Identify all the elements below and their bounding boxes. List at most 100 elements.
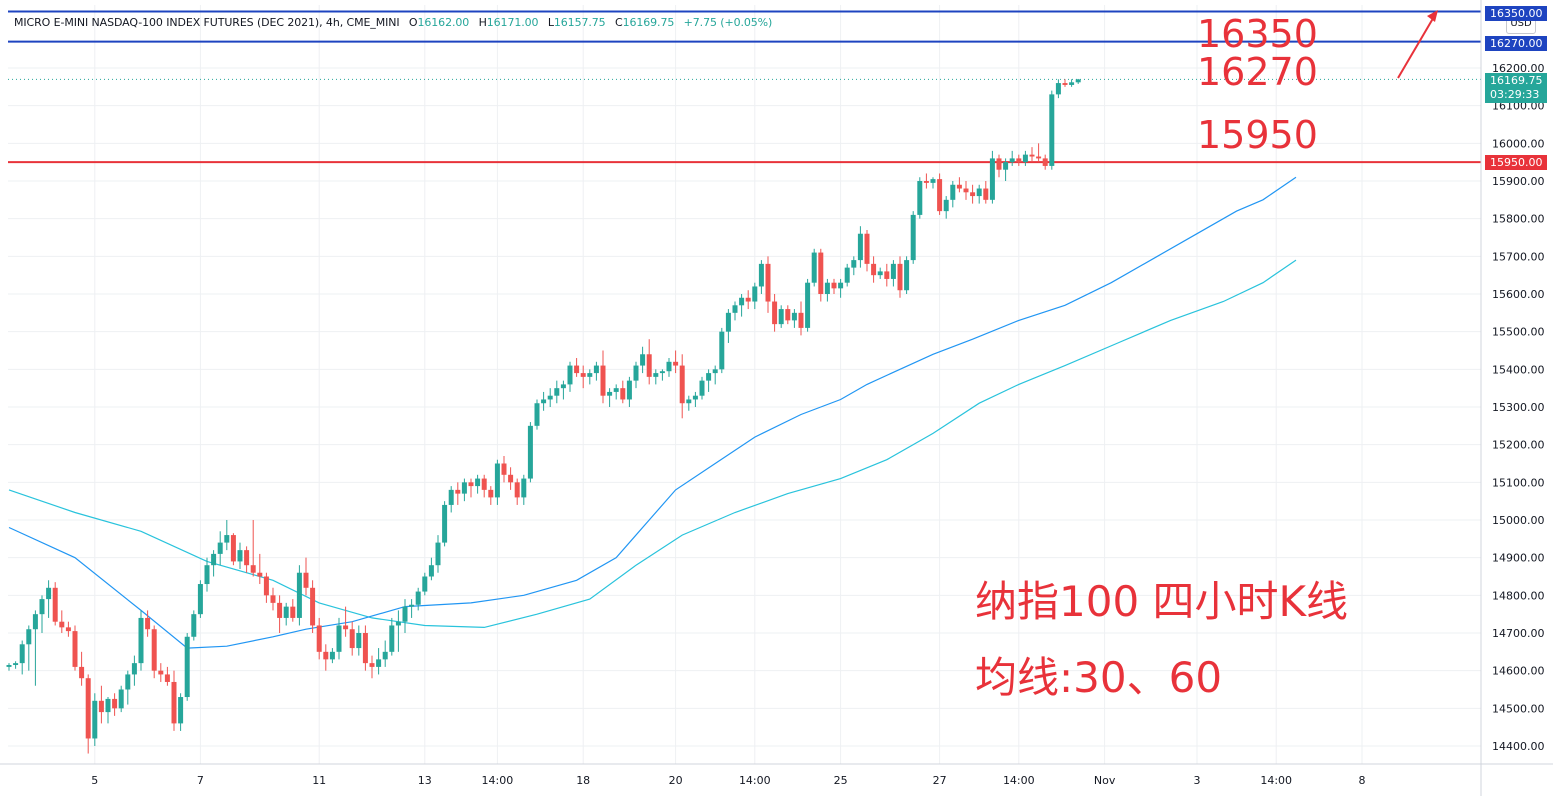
candle-body [686,399,692,404]
candle-body [442,504,448,543]
candle-body [329,651,335,660]
candle-body [1029,154,1035,157]
candle-body [831,282,837,289]
x-tick-label: 18 [576,774,590,787]
symbol-header[interactable]: MICRO E-MINI NASDAQ-100 INDEX FUTURES (D… [14,16,772,29]
candle-body [534,403,540,426]
candle-body [250,565,256,573]
candle-body [263,576,269,596]
candle-body [19,644,25,664]
candle-body [719,331,725,370]
candle-body [600,365,606,396]
candle-body [811,252,817,283]
candle-body [587,373,593,377]
price-tag-current[interactable]: 16169.75 03:29:33 [1485,73,1547,103]
close-value: 16169.75 [622,16,675,29]
candle-body [554,388,560,396]
candle-body [270,595,276,603]
arrow-shaft [1397,14,1436,79]
candle-body [521,478,527,498]
y-tick-label: 15800.00 [1492,213,1545,226]
candle-body [514,482,520,498]
candle-body [996,158,1002,170]
y-tick-label: 15000.00 [1492,514,1545,527]
candle-body [646,354,652,377]
annotation-title: 纳指100 四小时K线 [975,577,1349,626]
y-tick-label: 15100.00 [1492,476,1545,489]
candle-body [296,572,302,618]
candle-body [758,263,764,287]
candle-body [435,542,441,566]
candle-body [580,373,586,377]
candle-body [422,576,428,592]
candle-body [712,369,718,374]
candle-body [1049,94,1055,166]
candle-body [349,629,355,649]
candle-body [640,354,646,366]
candle-body [930,179,936,183]
candle-body [659,371,665,374]
symbol-title[interactable]: MICRO E-MINI NASDAQ-100 INDEX FUTURES (D… [14,16,400,29]
candle-body [224,535,230,543]
candle-body [877,271,883,276]
candle-body [343,625,349,630]
candle-body [428,565,434,577]
candle-body [824,282,830,294]
candle-body [527,425,533,479]
candle-body [904,260,910,291]
candle-body [772,301,778,325]
x-tick-label: 14:00 [1003,774,1035,787]
candle-body [125,674,131,690]
candle-body [204,565,210,585]
candle-body [118,689,124,709]
candle-body [72,631,78,667]
candle-body [475,478,481,487]
x-tick-label: 5 [91,774,98,787]
candle-body [59,621,65,628]
change-value: +7.75 (+0.05%) [683,16,773,29]
candle-body [138,617,144,664]
candle-body [230,535,236,562]
candle-body [1022,154,1028,163]
candle-body [778,309,784,325]
price-tag-top-line[interactable]: 16350.00 [1485,6,1547,21]
y-tick-label: 14500.00 [1492,702,1545,715]
candle-body [468,482,474,487]
candle-body [488,489,494,498]
candle-body [448,489,454,505]
candle-body [864,233,870,264]
candle-body [237,550,243,562]
candle-body [976,188,982,197]
candle-body [356,633,362,649]
x-tick-label: 27 [933,774,947,787]
candle-body [501,463,507,475]
annotation-level-low: 15950 [1197,113,1318,157]
candle-body [805,282,811,328]
candle-body [626,380,632,400]
candle-body [752,286,758,302]
candle-body [151,629,157,671]
ma60-line [8,259,1297,629]
low-label: L [547,16,554,29]
candle-body [679,365,685,404]
x-tick-label: Nov [1094,774,1116,787]
candle-body [1042,158,1048,166]
candle-body [39,599,45,615]
candle-body [917,181,923,215]
price-tag-mid-line[interactable]: 16270.00 [1485,36,1547,51]
candle-body [725,312,731,332]
bar-countdown: 03:29:33 [1490,88,1540,101]
price-tag-support-line[interactable]: 15950.00 [1485,155,1547,170]
candle-body [191,614,197,637]
x-tick-label: 14:00 [482,774,514,787]
y-tick-label: 15200.00 [1492,439,1545,452]
candle-body [943,199,949,212]
candle-layer [6,78,1081,754]
candle-body [26,629,32,645]
candle-body [494,463,500,498]
candle-body [409,604,415,607]
candle-body [937,179,943,212]
candle-body [1055,83,1061,95]
